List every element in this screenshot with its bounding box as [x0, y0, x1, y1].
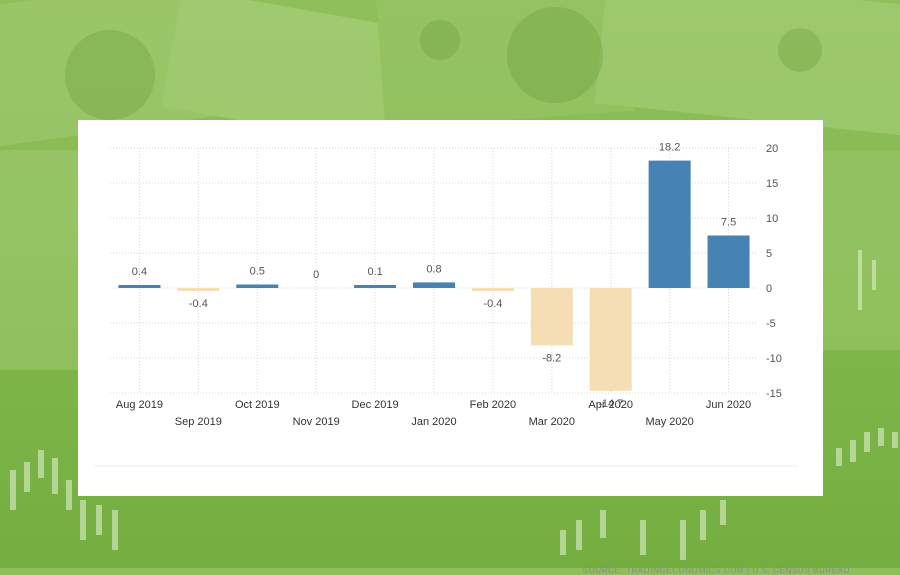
bar-mar-2020	[530, 288, 573, 346]
value-label: 0	[313, 269, 319, 281]
value-label: -14.7	[598, 398, 623, 410]
x-tick-label: Aug 2019	[116, 399, 163, 411]
y-tick-label: 20	[766, 143, 778, 155]
x-tick-label: Apr 2020	[588, 399, 633, 411]
value-label: 0.8	[426, 263, 441, 275]
bar-sep-2019	[177, 288, 220, 291]
value-label: 0.4	[132, 266, 147, 278]
y-tick-label: 0	[766, 283, 772, 295]
x-tick-label: Feb 2020	[470, 399, 516, 411]
y-tick-label: 10	[766, 213, 778, 225]
bar-jun-2020	[707, 235, 750, 288]
value-label: 7.5	[721, 217, 736, 229]
x-axis-ticks: Aug 2019 Sep 2019 Oct 2019 Nov 2019 Dec 2019…	[116, 399, 751, 428]
bar-apr-2020	[589, 288, 632, 391]
x-tick-label: Mar 2020	[529, 416, 575, 428]
x-tick-label: Dec 2019	[352, 399, 399, 411]
y-tick-label: -10	[766, 353, 782, 365]
x-tick-label: Jan 2020	[411, 416, 456, 428]
x-tick-label: Sep 2019	[175, 416, 222, 428]
value-label: -0.4	[483, 298, 502, 310]
value-label: -0.4	[189, 298, 208, 310]
bar-jan-2020	[413, 282, 455, 288]
y-tick-label: -15	[766, 388, 782, 400]
bar-feb-2020	[471, 288, 514, 291]
value-labels: 0.4 -0.4 0.5 0 0.1 0.8 -0.4 -8.2 -14.7 18.2 7.5	[132, 142, 736, 410]
bar-may-2020	[648, 160, 691, 288]
value-label: 0.1	[367, 266, 382, 278]
y-axis-ticks: 20 15 10 5 0 -5 -10 -15	[766, 143, 782, 400]
x-tick-label: Nov 2019	[293, 416, 340, 428]
y-tick-label: 5	[766, 248, 772, 260]
bars	[118, 160, 750, 391]
bar-dec-2019	[354, 285, 397, 288]
source-note: SOURCE: TRADINGECONOMICS.COM | U.S. CENS…	[582, 566, 850, 575]
x-tick-label: Oct 2019	[235, 399, 280, 411]
bar-oct-2019	[236, 284, 279, 288]
y-tick-label: 15	[766, 178, 778, 190]
bar-aug-2019	[118, 285, 161, 288]
value-label: 0.5	[250, 266, 265, 278]
chart-panel: 0.4 -0.4 0.5 0 0.1 0.8 -0.4 -8.2 -14.7 18.2 7.5 Au…	[78, 120, 849, 575]
y-tick-label: -5	[766, 318, 776, 330]
value-label: -8.2	[542, 352, 561, 364]
x-tick-label: May 2020	[645, 416, 693, 428]
bar-chart: 0.4 -0.4 0.5 0 0.1 0.8 -0.4 -8.2 -14.7 18.2 7.5 Au…	[94, 142, 798, 467]
x-tick-label: Jun 2020	[706, 399, 751, 411]
value-label: 18.2	[659, 142, 680, 154]
